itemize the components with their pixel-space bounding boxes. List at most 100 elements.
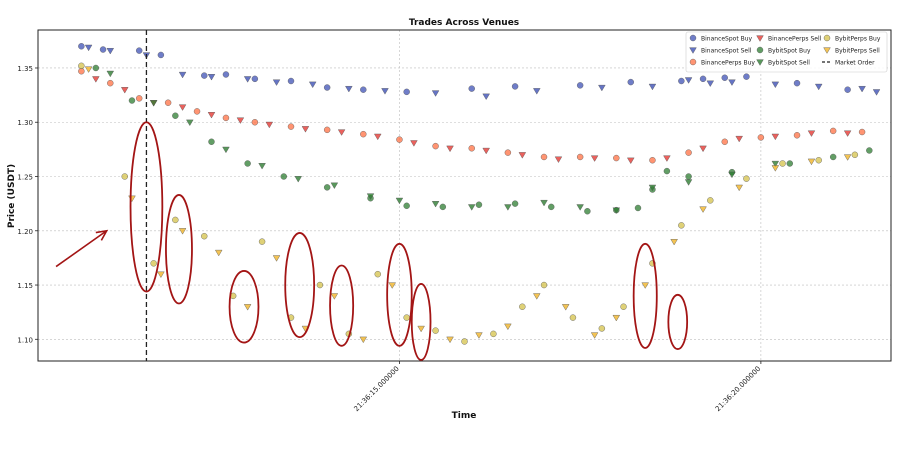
series-bybitperps-sell: [84, 66, 852, 344]
data-point: [258, 238, 266, 245]
data-point: [540, 199, 548, 207]
data-point: [540, 281, 548, 289]
data-point: [410, 140, 418, 147]
data-point: [272, 255, 281, 262]
data-point: [178, 228, 187, 235]
data-point: [265, 121, 274, 129]
legend-label: BinanceSpot Sell: [701, 48, 752, 55]
legend-label: BinancePerps Buy: [701, 60, 755, 67]
data-point: [461, 338, 468, 345]
annotation-arrow-head: [95, 229, 109, 241]
data-point: [431, 201, 440, 208]
legend-swatch: [689, 58, 697, 66]
annotation-arrow-shaft: [55, 230, 108, 268]
data-point: [323, 126, 331, 134]
legend: BinanceSpot Buy BinanceSpot Sell BinancePe…: [685, 31, 888, 73]
y-tick-label: 1.20: [17, 228, 33, 236]
data-point: [699, 75, 707, 83]
data-point: [345, 86, 353, 93]
series-binancespot-sell: [84, 44, 881, 100]
data-point: [243, 304, 252, 311]
data-point: [699, 206, 707, 213]
data-point: [417, 325, 425, 333]
data-point: [858, 128, 866, 136]
data-point: [707, 197, 714, 204]
data-point: [648, 83, 657, 91]
data-point: [685, 149, 692, 156]
highlight-ellipse: [165, 194, 193, 305]
highlight-ellipse: [129, 121, 164, 293]
data-point: [533, 293, 541, 300]
data-point: [92, 64, 100, 72]
data-point: [728, 171, 736, 179]
data-point: [815, 157, 822, 164]
data-point: [814, 83, 823, 91]
legend-label: BinanceSpot Buy: [701, 36, 753, 43]
data-point: [244, 160, 251, 167]
data-point: [771, 165, 780, 172]
data-point: [432, 327, 439, 334]
highlight-ellipse: [386, 242, 413, 347]
data-point: [201, 232, 208, 240]
data-point: [243, 76, 252, 83]
data-point: [576, 82, 584, 89]
data-point: [294, 176, 302, 183]
legend-entry: BybitPerps Buy: [823, 34, 881, 43]
data-point: [641, 282, 649, 289]
data-point: [99, 46, 107, 53]
data-point: [403, 88, 410, 96]
legend-entry: BybitPerps Sell: [823, 47, 880, 55]
data-point: [771, 133, 780, 141]
data-point: [771, 160, 780, 168]
data-point: [106, 70, 115, 78]
legend-box: [685, 31, 888, 73]
legend-swatch: [756, 35, 764, 42]
x-axis-label: Time: [452, 411, 477, 421]
data-point: [136, 47, 143, 54]
data-point: [627, 157, 635, 165]
data-point: [337, 129, 346, 136]
data-point: [793, 132, 801, 139]
data-point: [360, 130, 367, 138]
data-point: [193, 108, 201, 115]
data-point: [214, 249, 223, 257]
legend-entry: BinancePerps Buy: [689, 58, 755, 67]
data-point: [663, 155, 671, 162]
data-point: [439, 203, 447, 211]
data-point: [684, 179, 693, 186]
data-point: [598, 325, 606, 332]
data-point: [467, 204, 476, 211]
data-point: [561, 304, 570, 311]
data-point: [280, 173, 287, 180]
data-point: [504, 204, 512, 211]
legend-label: BybitSpot Sell: [768, 60, 810, 67]
data-point: [757, 134, 765, 141]
data-point: [120, 87, 129, 94]
data-point: [468, 145, 475, 152]
series-bybitperps-buy: [78, 62, 859, 345]
data-point: [172, 112, 179, 119]
data-point: [164, 99, 172, 106]
data-point: [157, 271, 165, 278]
data-point: [540, 153, 548, 161]
data-point: [699, 145, 707, 153]
data-point: [222, 146, 230, 154]
data-point: [316, 281, 324, 289]
data-point: [172, 216, 179, 224]
data-point: [178, 71, 187, 79]
data-point: [518, 152, 527, 159]
legend-label: BybitPerps Sell: [835, 48, 880, 55]
data-point: [569, 314, 577, 321]
legend-label: BinancePerps Sell: [768, 36, 822, 43]
grid-layer: [38, 30, 891, 361]
data-point: [381, 88, 389, 95]
data-point: [851, 151, 859, 159]
legend-swatch: [823, 47, 831, 54]
y-tick-label: 1.30: [17, 119, 33, 127]
data-point: [511, 83, 519, 90]
series-binancespot-buy: [78, 43, 851, 96]
data-point: [84, 66, 93, 73]
data-point: [272, 79, 281, 86]
data-point: [598, 84, 606, 92]
